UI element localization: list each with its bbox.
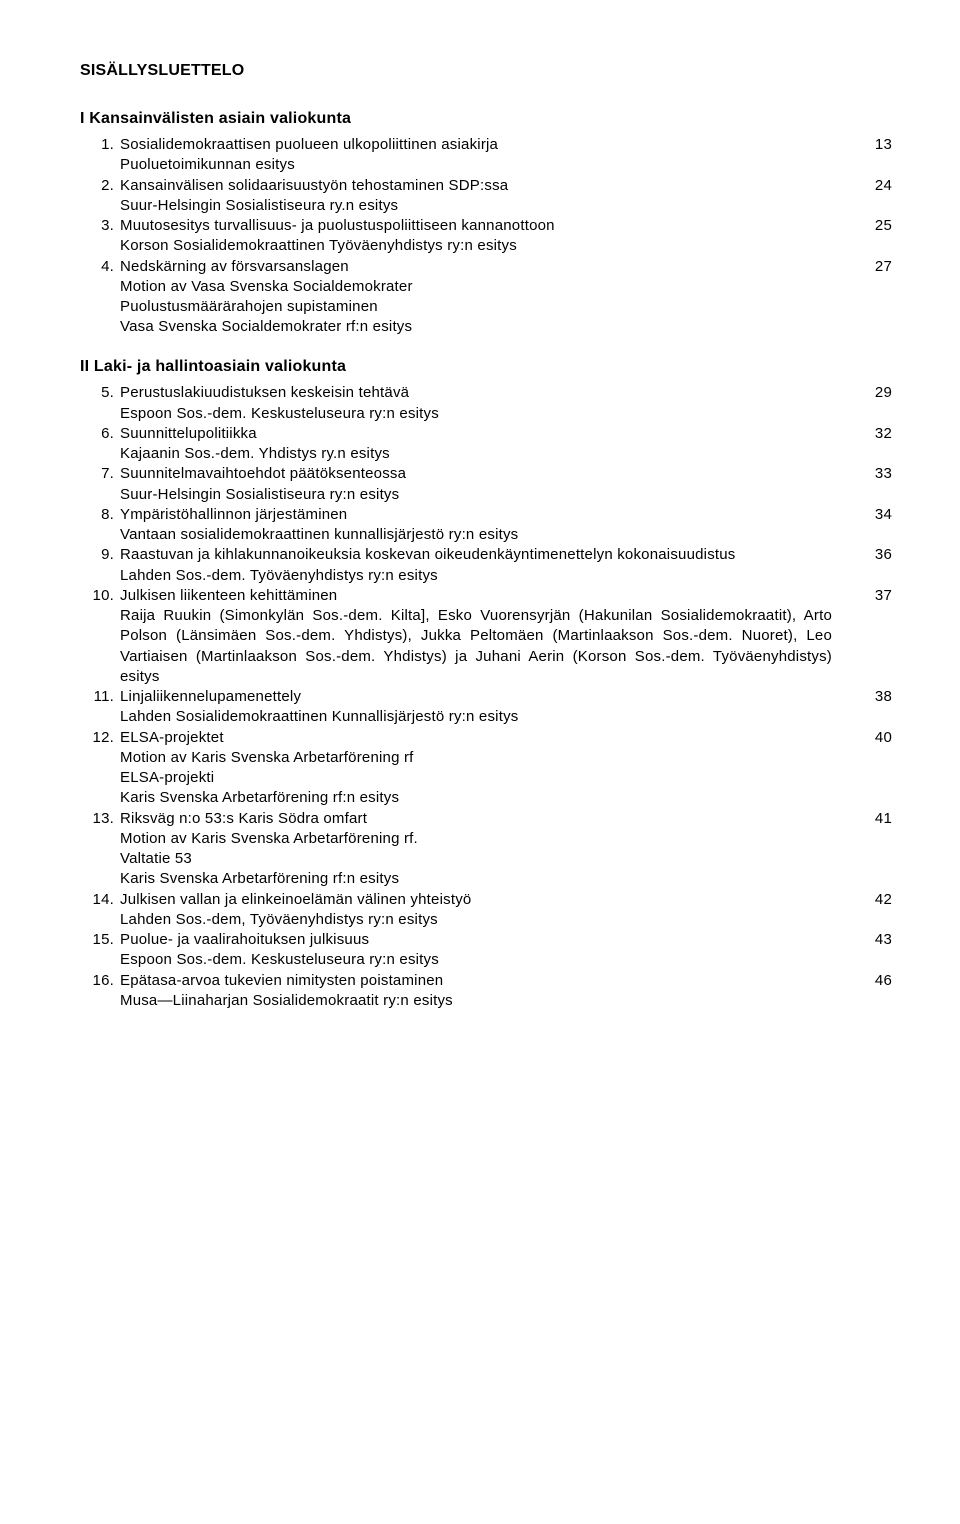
toc-item: 10.Julkisen liikenteen kehittäminen37 bbox=[80, 586, 892, 606]
section-1-head: I Kansainvälisten asiain valiokunta bbox=[80, 108, 892, 130]
toc-item: 13.Riksväg n:o 53:s Karis Södra omfart41 bbox=[80, 809, 892, 829]
toc-item: 7.Suunnitelmavaihtoehdot päätöksenteossa… bbox=[80, 464, 892, 484]
toc-item-sub: Lahden Sosialidemokraattinen Kunnallisjä… bbox=[120, 707, 892, 727]
toc-item-sub: Espoon Sos.-dem. Keskusteluseura ry:n es… bbox=[120, 404, 892, 424]
toc-item-number: 10. bbox=[80, 586, 120, 606]
toc-item-number: 5. bbox=[80, 383, 120, 403]
toc-item-sub: Motion av Vasa Svenska Socialdemokrater bbox=[120, 277, 892, 297]
toc-item-sub: Korson Sosialidemokraattinen Työväenyhdi… bbox=[120, 236, 892, 256]
toc-item-title: Nedskärning av försvarsanslagen bbox=[120, 257, 856, 277]
toc-item-sub: Espoon Sos.-dem. Keskusteluseura ry:n es… bbox=[120, 950, 892, 970]
toc-item-title: Sosialidemokraattisen puolueen ulkopolii… bbox=[120, 135, 856, 155]
toc-item-sub: Vantaan sosialidemokraattinen kunnallisj… bbox=[120, 525, 892, 545]
toc-item: 3.Muutosesitys turvallisuus- ja puolustu… bbox=[80, 216, 892, 236]
toc-item-number: 7. bbox=[80, 464, 120, 484]
toc-item-sub: Suur-Helsingin Sosialistiseura ry:n esit… bbox=[120, 485, 892, 505]
toc-item: 1.Sosialidemokraattisen puolueen ulkopol… bbox=[80, 135, 892, 155]
toc-item-title: Perustuslakiuudistuksen keskeisin tehtäv… bbox=[120, 383, 856, 403]
toc-item-page: 37 bbox=[856, 586, 892, 606]
section-1-list: 1.Sosialidemokraattisen puolueen ulkopol… bbox=[80, 135, 892, 338]
toc-item-title: Kansainvälisen solidaarisuustyön tehosta… bbox=[120, 176, 856, 196]
toc-item-sub: Karis Svenska Arbetarförening rf:n esity… bbox=[120, 869, 892, 889]
toc-item-number: 11. bbox=[80, 687, 120, 707]
page-title: SISÄLLYSLUETTELO bbox=[80, 60, 892, 82]
toc-item-sub: Suur-Helsingin Sosialistiseura ry.n esit… bbox=[120, 196, 892, 216]
toc-item-number: 15. bbox=[80, 930, 120, 950]
toc-item-number: 3. bbox=[80, 216, 120, 236]
toc-item-sub: Lahden Sos.-dem, Työväenyhdistys ry:n es… bbox=[120, 910, 892, 930]
toc-item-title: Suunnitelmavaihtoehdot päätöksenteossa bbox=[120, 464, 856, 484]
toc-item-page: 25 bbox=[856, 216, 892, 236]
toc-item-number: 6. bbox=[80, 424, 120, 444]
toc-item-sub: Motion av Karis Svenska Arbetarförening … bbox=[120, 829, 892, 849]
toc-item-title: Epätasa-arvoa tukevien nimitysten poista… bbox=[120, 971, 856, 991]
toc-item-title: ELSA-projektet bbox=[120, 728, 856, 748]
toc-item-page: 41 bbox=[856, 809, 892, 829]
toc-item-title: Ympäristöhallinnon järjestäminen bbox=[120, 505, 856, 525]
toc-item-sub: Puolustusmäärärahojen supistaminen bbox=[120, 297, 892, 317]
toc-item-sub: ELSA-projekti bbox=[120, 768, 892, 788]
toc-item-number: 16. bbox=[80, 971, 120, 991]
section-2-head: II Laki- ja hallintoasiain valiokunta bbox=[80, 356, 892, 378]
toc-item-page: 40 bbox=[856, 728, 892, 748]
toc-item-title: Suunnittelupolitiikka bbox=[120, 424, 856, 444]
toc-item: 4.Nedskärning av försvarsanslagen27 bbox=[80, 257, 892, 277]
toc-item-page: 24 bbox=[856, 176, 892, 196]
toc-item-title: Raastuvan ja kihlakunnanoikeuksia koskev… bbox=[120, 545, 856, 565]
toc-item: 8.Ympäristöhallinnon järjestäminen34 bbox=[80, 505, 892, 525]
toc-item-number: 8. bbox=[80, 505, 120, 525]
toc-item-number: 12. bbox=[80, 728, 120, 748]
toc-item-sub: Vasa Svenska Socialdemokrater rf:n esity… bbox=[120, 317, 892, 337]
toc-item: 14.Julkisen vallan ja elinkeinoelämän vä… bbox=[80, 890, 892, 910]
toc-item: 12.ELSA-projektet40 bbox=[80, 728, 892, 748]
toc-item: 2.Kansainvälisen solidaarisuustyön tehos… bbox=[80, 176, 892, 196]
toc-item: 5.Perustuslakiuudistuksen keskeisin teht… bbox=[80, 383, 892, 403]
toc-item: 9.Raastuvan ja kihlakunnanoikeuksia kosk… bbox=[80, 545, 892, 565]
toc-item-sub: Lahden Sos.-dem. Työväenyhdistys ry:n es… bbox=[120, 566, 892, 586]
toc-item-sub: Kajaanin Sos.-dem. Yhdistys ry.n esitys bbox=[120, 444, 892, 464]
toc-item-page: 46 bbox=[856, 971, 892, 991]
toc-item-sub: Motion av Karis Svenska Arbetarförening … bbox=[120, 748, 892, 768]
toc-item-number: 1. bbox=[80, 135, 120, 155]
toc-item-page: 34 bbox=[856, 505, 892, 525]
toc-item-number: 9. bbox=[80, 545, 120, 565]
toc-item-number: 2. bbox=[80, 176, 120, 196]
toc-item-page: 33 bbox=[856, 464, 892, 484]
toc-item-number: 4. bbox=[80, 257, 120, 277]
toc-item-sub: Puoluetoimikunnan esitys bbox=[120, 155, 892, 175]
toc-item-sub: Valtatie 53 bbox=[120, 849, 892, 869]
toc-item-number: 13. bbox=[80, 809, 120, 829]
toc-item-page: 43 bbox=[856, 930, 892, 950]
toc-item-title: Julkisen vallan ja elinkeinoelämän välin… bbox=[120, 890, 856, 910]
toc-item: 16.Epätasa-arvoa tukevien nimitysten poi… bbox=[80, 971, 892, 991]
toc-item-page: 32 bbox=[856, 424, 892, 444]
toc-item-sub: Musa—Liinaharjan Sosialidemokraatit ry:n… bbox=[120, 991, 892, 1011]
toc-item-page: 13 bbox=[856, 135, 892, 155]
toc-item-title: Muutosesitys turvallisuus- ja puolustusp… bbox=[120, 216, 856, 236]
toc-item-page: 29 bbox=[856, 383, 892, 403]
toc-item-title: Linjaliikennelupamenettely bbox=[120, 687, 856, 707]
toc-item-title: Julkisen liikenteen kehittäminen bbox=[120, 586, 856, 606]
toc-item-page: 42 bbox=[856, 890, 892, 910]
toc-item: 15.Puolue- ja vaalirahoituksen julkisuus… bbox=[80, 930, 892, 950]
toc-item: 11.Linjaliikennelupamenettely38 bbox=[80, 687, 892, 707]
toc-item-page: 38 bbox=[856, 687, 892, 707]
toc-item-title: Riksväg n:o 53:s Karis Södra omfart bbox=[120, 809, 856, 829]
toc-item-page: 36 bbox=[856, 545, 892, 565]
toc-item-page: 27 bbox=[856, 257, 892, 277]
toc-item: 6.Suunnittelupolitiikka32 bbox=[80, 424, 892, 444]
toc-item-number: 14. bbox=[80, 890, 120, 910]
section-2-list: 5.Perustuslakiuudistuksen keskeisin teht… bbox=[80, 383, 892, 1011]
toc-item-title: Puolue- ja vaalirahoituksen julkisuus bbox=[120, 930, 856, 950]
toc-item-sub: Raija Ruukin (Simonkylän Sos.-dem. Kilta… bbox=[120, 606, 892, 687]
toc-item-sub: Karis Svenska Arbetarförening rf:n esity… bbox=[120, 788, 892, 808]
